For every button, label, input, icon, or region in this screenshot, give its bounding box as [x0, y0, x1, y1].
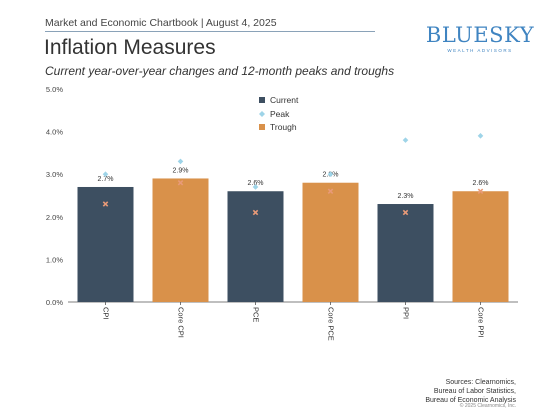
header-rule: [45, 31, 375, 32]
x-tick-label: Core PPI: [477, 307, 486, 337]
x-tick-label: Core PCE: [327, 307, 336, 341]
trough-marker: [477, 188, 484, 195]
trough-marker: [252, 209, 259, 216]
legend-swatch-trough: [259, 124, 265, 130]
bar-pce: [227, 191, 284, 302]
source-line-1: Sources: Clearnomics,: [445, 379, 516, 386]
bar-value-label: 2.9%: [173, 167, 189, 174]
source-line-2: Bureau of Labor Statistics,: [433, 388, 516, 395]
y-tick-label: 2.0%: [46, 213, 63, 222]
bar-core-pce: [302, 182, 359, 302]
sources-note: Sources: Clearnomics, Bureau of Labor St…: [425, 378, 516, 405]
legend-swatch-current: [259, 97, 265, 103]
y-tick-label: 3.0%: [46, 170, 63, 179]
bar-value-label: 2.7%: [98, 176, 114, 183]
bar-core-cpi: [152, 178, 209, 302]
chart-subtitle: Current year-over-year changes and 12-mo…: [45, 64, 395, 78]
bar-core-ppi: [452, 191, 509, 302]
x-tick-label: PPI: [402, 307, 411, 319]
copyright: © 2025 Clearnomics, Inc.: [459, 403, 516, 409]
x-tick-label: Core CPI: [177, 307, 186, 338]
legend-label-current: Current: [270, 95, 299, 105]
trough-marker: [327, 188, 334, 195]
trough-marker: [177, 179, 184, 186]
x-tick-label: CPI: [102, 307, 111, 320]
peak-marker: [327, 171, 334, 177]
bar-value-label: 2.3%: [398, 193, 414, 200]
y-tick-label: 1.0%: [46, 255, 63, 264]
peak-marker: [402, 137, 409, 143]
bar-cpi: [77, 186, 134, 302]
legend-label-trough: Trough: [270, 122, 297, 132]
logo-tagline: WEALTH ADVISORS: [447, 48, 513, 53]
x-tick-label: PCE: [252, 307, 261, 322]
peak-marker: [477, 133, 484, 139]
peak-marker: [252, 184, 259, 190]
legend-swatch-peak: [259, 111, 265, 117]
bar-ppi: [377, 204, 434, 302]
peak-marker: [102, 171, 109, 177]
bar-value-label: 2.6%: [473, 180, 489, 187]
y-tick-label: 0.0%: [46, 298, 63, 307]
logo-wordmark: BLUESKY: [425, 23, 535, 47]
peak-marker: [177, 158, 184, 165]
trough-marker: [402, 209, 409, 216]
bluesky-logo: BLUESKY WEALTH ADVISORS: [425, 24, 535, 53]
trough-marker: [102, 201, 109, 207]
source-line-3: Bureau of Economic Analysis: [425, 397, 516, 404]
chartbook-header: Market and Economic Chartbook | August 4…: [45, 17, 277, 29]
chart-title: Inflation Measures: [44, 36, 216, 59]
y-tick-label: 5.0%: [46, 85, 63, 94]
bar-value-label: 2.6%: [248, 180, 264, 187]
y-tick-label: 4.0%: [46, 128, 63, 137]
legend-label-peak: Peak: [270, 109, 290, 119]
